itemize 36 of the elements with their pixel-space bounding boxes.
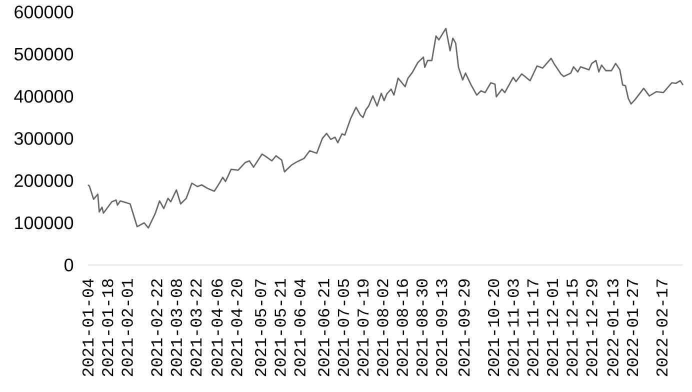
x-tick-label: 2021-07-05 (338, 279, 349, 376)
x-tick-label: 2021-12-15 (566, 279, 578, 376)
x-tick-label: 2021-12-01 (546, 279, 558, 376)
x-tick-label: 2021-03-22 (190, 279, 202, 376)
x-tick-label: 2021-10-20 (488, 279, 500, 376)
line-series (87, 28, 684, 229)
x-tick-label: 2021-05-07 (255, 280, 266, 376)
x-tick-label: 2021-08-02 (377, 279, 388, 376)
x-tick-label: 2021-09-13 (436, 279, 448, 376)
x-tick-label: 2021-03-08 (170, 279, 182, 376)
x-tick-label: 2021-08-16 (396, 279, 408, 376)
x-tick-label: 2021-11-17 (527, 280, 538, 376)
x-tick-label: 2022-02-17 (656, 280, 668, 376)
x-tick-label: 2021-09-29 (458, 279, 470, 376)
x-tick-label: 2021-01-18 (102, 279, 114, 376)
y-tick-label: 200000 (14, 174, 74, 188)
x-tick-label: 2021-11-03 (508, 279, 519, 376)
x-tick-label: 2021-07-19 (357, 279, 369, 376)
y-tick-label: 500000 (14, 48, 74, 61)
y-tick-label: 300000 (14, 132, 74, 145)
x-tick-label: 2021-06-21 (318, 279, 330, 376)
x-tick-label: 2021-02-01 (122, 279, 133, 376)
x-tick-label: 2021-04-20 (231, 279, 242, 376)
y-tick-label: 0 (64, 258, 74, 272)
x-tick-label: 2021-04-06 (212, 279, 223, 376)
x-tick-label: 2021-02-22 (151, 279, 162, 376)
x-tick-label: 2021-05-21 (274, 279, 286, 376)
x-tick-label: 2022-01-13 (607, 279, 618, 376)
y-tick-label: 400000 (14, 90, 74, 103)
x-tick-label: 2021-06-04 (294, 279, 306, 376)
x-tick-label: 2021-12-29 (586, 279, 598, 376)
x-tick-label: 2021-08-30 (416, 279, 428, 376)
y-tick-label: 100000 (15, 216, 74, 230)
y-tick-label: 600000 (14, 6, 74, 18)
x-tick-label: 2022-01-27 (626, 280, 638, 376)
x-tick-label: 2021-01-04 (82, 279, 94, 376)
